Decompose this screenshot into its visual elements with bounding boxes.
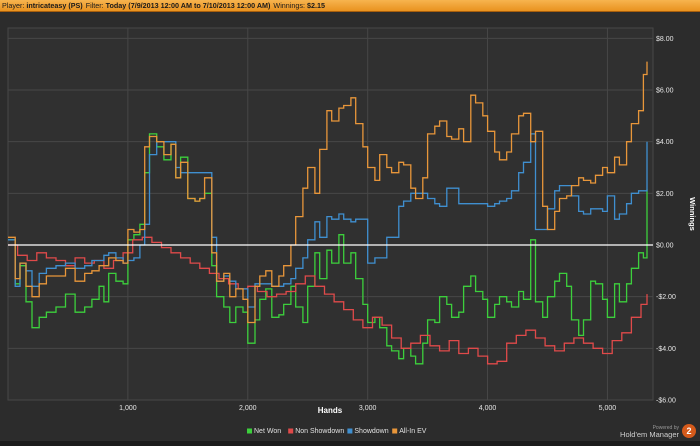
y-tick-label: $4.00 <box>656 139 674 146</box>
legend-label-net-won: Net Won <box>254 428 281 435</box>
winnings-value: $2.15 <box>306 1 325 10</box>
legend-label-non-showdown: Non Showdown <box>295 428 344 435</box>
y-tick-label: $0.00 <box>656 243 674 250</box>
gridlines <box>8 28 653 401</box>
y-tick-label: $6.00 <box>656 88 674 95</box>
winnings-graph: -$6.00 -$4.00 -$2.00 $0.00 $2.00 $4.00 $6.00 $8… <box>0 12 700 441</box>
y-tick-label: -$4.00 <box>656 346 676 353</box>
x-tick-label: 5,000 <box>599 405 617 412</box>
y-axis-label: Winnings <box>688 197 697 231</box>
x-axis-label: Hands <box>318 406 343 415</box>
legend-swatch-net-won <box>247 428 252 434</box>
series-lines <box>8 61 648 365</box>
powered-by-text: Powered by <box>652 424 679 431</box>
product-name: Hold'em Manager <box>620 429 679 439</box>
series-line-all-in-ev <box>8 61 648 324</box>
hm2-logo-icon: 2 <box>682 424 696 438</box>
x-tick-label: 1,000 <box>119 405 137 412</box>
player-label: Player: <box>2 1 25 10</box>
plot-area <box>7 27 654 401</box>
y-tick-label: $8.00 <box>656 36 674 43</box>
legend-label-showdown: Showdown <box>354 428 388 435</box>
holdem-manager-brand: Powered by Hold'em Manager 2 <box>620 424 696 438</box>
player-value: intricateasy (PS) <box>26 1 83 10</box>
filter-value: Today (7/9/2013 12:00 AM to 7/10/2013 12… <box>105 1 271 10</box>
y-tick-label: $2.00 <box>656 191 674 198</box>
filter-label: Filter: <box>85 1 104 10</box>
legend-swatch-showdown <box>347 428 353 434</box>
legend-label-all-in-ev: All-In EV <box>399 428 427 435</box>
legend: Net Won Non Showdown Showdown All-In EV <box>247 428 427 435</box>
x-tick-label: 3,000 <box>359 405 377 412</box>
legend-swatch-non-showdown <box>288 428 294 434</box>
legend-swatch-all-in-ev <box>392 428 398 434</box>
y-axis-ticks: -$6.00 -$4.00 -$2.00 $0.00 $2.00 $4.00 $6.00 $8… <box>656 36 676 405</box>
x-tick-label: 2,000 <box>239 405 257 412</box>
y-tick-label: -$2.00 <box>656 294 676 301</box>
series-line-net-won <box>8 133 648 365</box>
x-tick-label: 4,000 <box>479 405 497 412</box>
report-header-bar: Player: intricateasy (PS) Filter: Today … <box>0 0 700 12</box>
winnings-label: Winnings: <box>273 1 305 10</box>
x-axis-ticks: 1,000 2,000 3,000 4,000 5,000 <box>119 405 616 412</box>
winnings-chart-svg: -$6.00 -$4.00 -$2.00 $0.00 $2.00 $4.00 $6.00 $8… <box>7 27 697 435</box>
y-tick-label: -$6.00 <box>656 398 676 405</box>
